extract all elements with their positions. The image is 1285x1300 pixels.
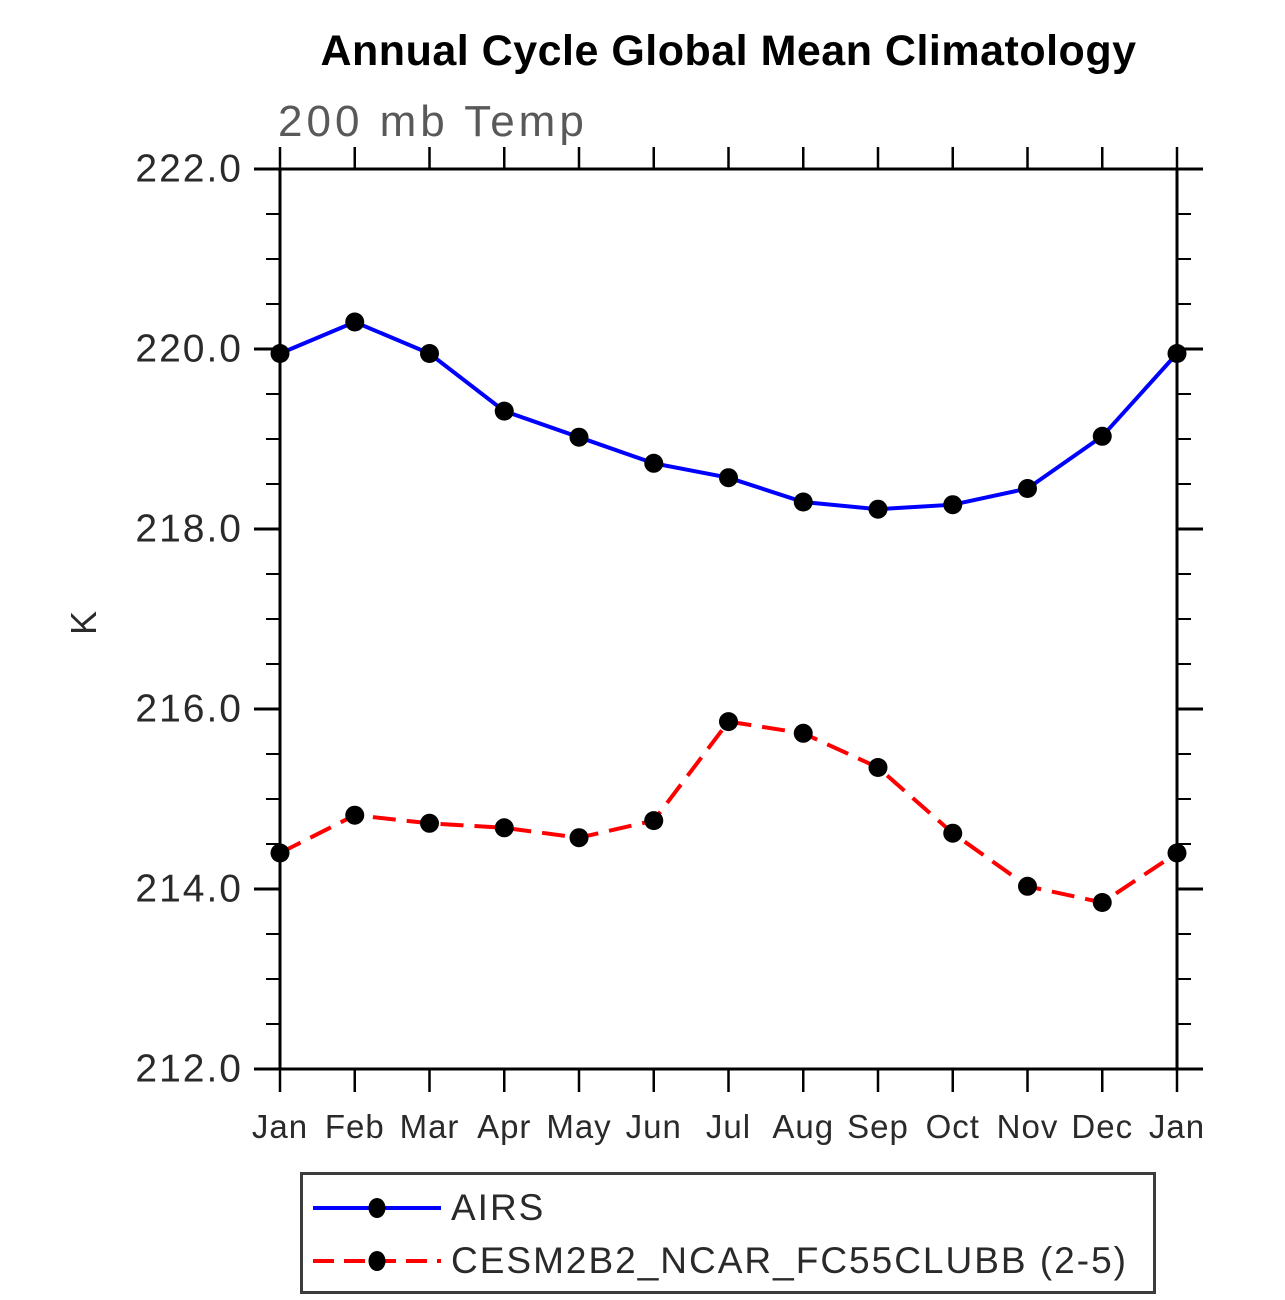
- data-point-marker-cesm: [644, 811, 664, 831]
- legend-marker: [368, 1251, 386, 1271]
- data-point-marker-cesm: [345, 805, 365, 825]
- data-point-marker-airs: [868, 499, 888, 519]
- data-point-marker-airs: [270, 344, 290, 363]
- data-point-marker-cesm: [569, 828, 589, 848]
- chart-subtitle: 200 mb Temp: [278, 97, 588, 146]
- legend-entry: CESM2B2_NCAR_FC55CLUBB (2-5): [309, 1239, 1128, 1283]
- legend-line-sample: [313, 1198, 441, 1218]
- x-tick-label: Feb: [325, 1108, 385, 1145]
- data-point-marker-airs: [719, 468, 738, 488]
- data-point-marker-cesm: [719, 712, 738, 732]
- x-tick-label: Sep: [847, 1108, 909, 1145]
- x-tick-label: Jan: [252, 1108, 308, 1145]
- data-point-marker-cesm: [494, 818, 514, 838]
- legend-marker: [368, 1198, 386, 1218]
- data-point-marker-airs: [494, 401, 514, 421]
- y-tick-label: 214.0: [135, 868, 243, 911]
- data-point-marker-airs: [644, 453, 664, 473]
- x-tick-label: Mar: [400, 1108, 460, 1145]
- data-point-marker-cesm: [1167, 843, 1187, 863]
- legend-line-sample: [313, 1251, 441, 1271]
- data-point-marker-cesm: [1018, 876, 1037, 896]
- y-tick-label: 222.0: [135, 148, 243, 191]
- data-point-marker-airs: [420, 344, 439, 363]
- data-point-marker-cesm: [793, 723, 813, 743]
- data-point-marker-airs: [345, 312, 365, 332]
- legend-label: AIRS: [451, 1187, 546, 1228]
- data-point-marker-cesm: [420, 813, 439, 833]
- axis-frame: [278, 167, 1179, 1071]
- x-tick-label: Jul: [706, 1108, 751, 1145]
- x-tick-label: May: [546, 1108, 611, 1145]
- x-tick-label: Dec: [1071, 1108, 1133, 1145]
- y-tick-label: 220.0: [135, 328, 243, 371]
- legend-entry: AIRS: [309, 1186, 545, 1230]
- data-point-marker-airs: [569, 427, 589, 447]
- data-point-marker-airs: [1018, 479, 1037, 498]
- x-tick-label: Aug: [772, 1108, 834, 1145]
- data-point-marker-airs: [1167, 344, 1187, 363]
- data-point-marker-cesm: [1092, 893, 1112, 912]
- data-point-marker-cesm: [270, 843, 290, 863]
- data-point-marker-airs: [1092, 426, 1112, 446]
- chart-title: Annual Cycle Global Mean Climatology: [320, 27, 1137, 75]
- y-tick-label: 218.0: [135, 508, 243, 551]
- legend-box: AIRS CESM2B2_NCAR_FC55CLUBB (2-5): [300, 1172, 1156, 1294]
- y-tick-label: 212.0: [135, 1048, 243, 1091]
- data-point-marker-cesm: [943, 823, 963, 843]
- data-point-marker-airs: [943, 495, 963, 515]
- data-point-marker-airs: [793, 492, 813, 512]
- x-tick-label: Nov: [997, 1108, 1059, 1145]
- y-tick-label: 216.0: [135, 688, 243, 731]
- data-point-marker-cesm: [868, 758, 888, 777]
- series-line-cesm: [279, 719, 1179, 905]
- x-tick-label: Jun: [626, 1108, 682, 1145]
- legend-label: CESM2B2_NCAR_FC55CLUBB (2-5): [451, 1240, 1128, 1281]
- x-tick-label: Jan: [1149, 1108, 1205, 1145]
- x-tick-label: Apr: [477, 1108, 531, 1145]
- x-tick-label: Oct: [926, 1108, 980, 1145]
